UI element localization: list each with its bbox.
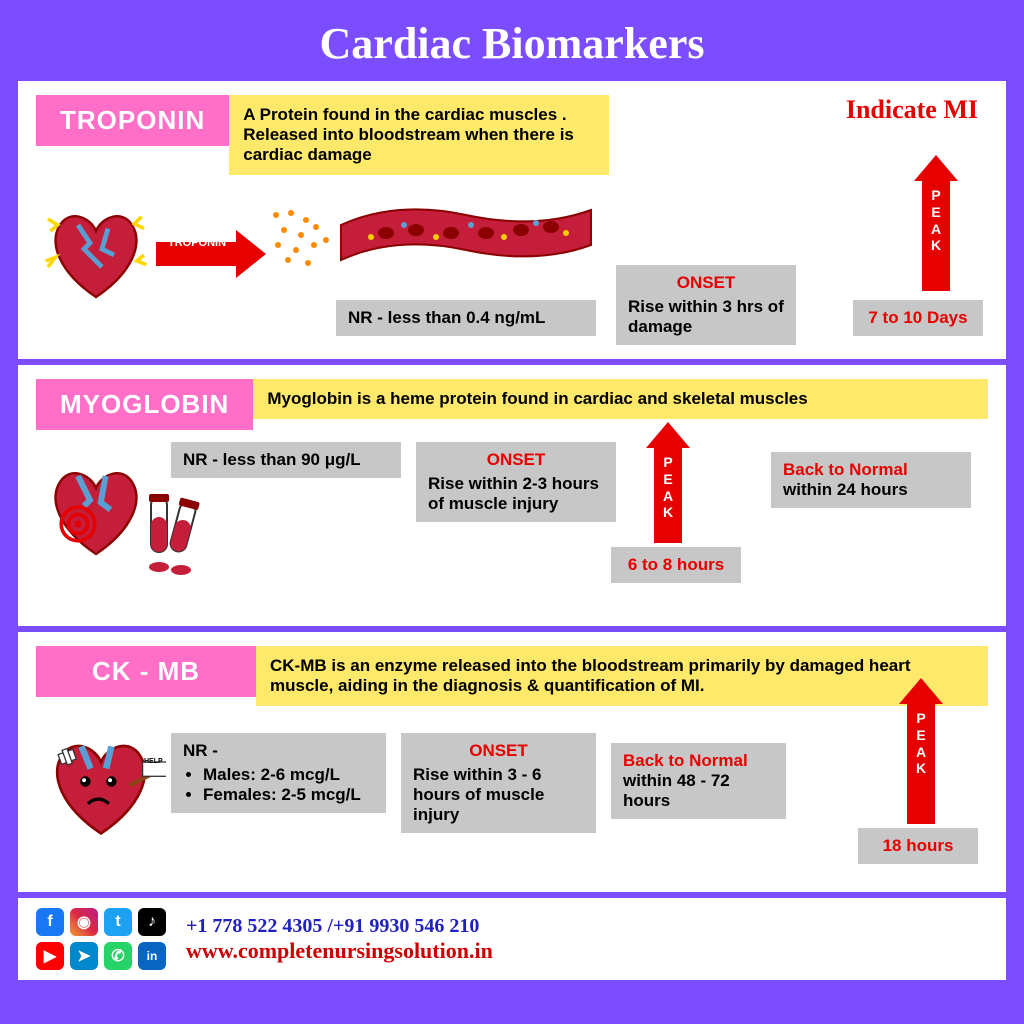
troponin-panel: TROPONIN A Protein found in the cardiac …	[18, 81, 1006, 359]
telegram-icon[interactable]: ➤	[70, 942, 98, 970]
heart-icon	[36, 452, 156, 572]
tiktok-icon[interactable]: ♪	[138, 908, 166, 936]
sad-heart-icon	[36, 723, 166, 853]
youtube-icon[interactable]: ▶	[36, 942, 64, 970]
blood-vessel-icon	[336, 195, 596, 285]
troponin-peak-box: 7 to 10 Days	[853, 300, 983, 336]
back-label: Back to Normal	[623, 751, 774, 771]
peak-letter: A	[654, 488, 682, 505]
ckmb-peak-box: 18 hours	[858, 828, 978, 864]
social-icons: f◉t♪ ▶➤✆in	[36, 908, 166, 970]
peak-letter: P	[922, 187, 950, 204]
troponin-onset: Rise within 3 hrs of damage	[628, 297, 784, 337]
troponin-label: TROPONIN	[36, 95, 229, 146]
ckmb-desc: CK-MB is an enzyme released into the blo…	[256, 646, 988, 706]
troponin-onset-box: ONSET Rise within 3 hrs of damage	[616, 265, 796, 345]
ckmb-onset-box: ONSET Rise within 3 - 6 hours of muscle …	[401, 733, 596, 833]
ckmb-nr-female: Females: 2-5 mcg/L	[203, 785, 374, 805]
ckmb-back-box: Back to Normal within 48 - 72 hours	[611, 743, 786, 819]
peak-letter: A	[907, 744, 935, 761]
peak-letter: E	[907, 727, 935, 744]
ckmb-panel: CK - MB CK-MB is an enzyme released into…	[18, 632, 1006, 892]
ckmb-peak-time: 18 hours	[883, 836, 954, 855]
peak-arrow-icon: P E A K	[646, 422, 690, 543]
back-label: Back to Normal	[783, 460, 959, 480]
facebook-icon[interactable]: f	[36, 908, 64, 936]
myoglobin-label: MYOGLOBIN	[36, 379, 253, 430]
myoglobin-desc: Myoglobin is a heme protein found in car…	[253, 379, 988, 419]
linkedin-icon[interactable]: in	[138, 942, 166, 970]
indicate-mi: Indicate MI	[846, 95, 978, 124]
test-tubes-icon	[141, 492, 211, 582]
myoglobin-peak-time: 6 to 8 hours	[628, 555, 724, 574]
help-sign: HELP	[144, 758, 163, 765]
ckmb-label: CK - MB	[36, 646, 256, 697]
onset-label: ONSET	[413, 741, 584, 761]
myoglobin-nr-box: NR - less than 90 μg/L	[171, 442, 401, 478]
myoglobin-peak-box: 6 to 8 hours	[611, 547, 741, 583]
particles-icon	[266, 205, 346, 275]
ckmb-nr-male: Males: 2-6 mcg/L	[203, 765, 374, 785]
myoglobin-onset-box: ONSET Rise within 2-3 hours of muscle in…	[416, 442, 616, 522]
troponin-nr: NR - less than 0.4 ng/mL	[348, 308, 545, 327]
ckmb-onset: Rise within 3 - 6 hours of muscle injury	[413, 765, 584, 825]
peak-letter: E	[922, 204, 950, 221]
peak-letter: A	[922, 221, 950, 238]
contact-phone: +1 778 522 4305 /+91 9930 546 210	[186, 915, 493, 938]
peak-letter: P	[654, 454, 682, 471]
onset-label: ONSET	[628, 273, 784, 293]
peak-letter: K	[922, 237, 950, 254]
troponin-peak-time: 7 to 10 Days	[868, 308, 967, 327]
ckmb-back-time: within 48 - 72 hours	[623, 771, 774, 811]
instagram-icon[interactable]: ◉	[70, 908, 98, 936]
myoglobin-nr: NR - less than 90 μg/L	[183, 450, 361, 469]
ckmb-nr-box: NR - Males: 2-6 mcg/L Females: 2-5 mcg/L	[171, 733, 386, 813]
footer: f◉t♪ ▶➤✆in +1 778 522 4305 /+91 9930 546 …	[18, 898, 1006, 980]
page-title: Cardiac Biomarkers	[18, 18, 1006, 69]
myoglobin-back-time: within 24 hours	[783, 480, 959, 500]
onset-label: ONSET	[428, 450, 604, 470]
myoglobin-onset: Rise within 2-3 hours of muscle injury	[428, 474, 604, 514]
troponin-desc: A Protein found in the cardiac muscles .…	[229, 95, 609, 175]
peak-letter: K	[654, 504, 682, 521]
peak-arrow-icon: P E A K	[914, 155, 958, 291]
heart-damaged-icon	[36, 195, 156, 315]
ckmb-nr-label: NR -	[183, 741, 374, 761]
peak-arrow-icon: P E A K	[899, 678, 943, 824]
whatsapp-icon[interactable]: ✆	[104, 942, 132, 970]
twitter-icon[interactable]: t	[104, 908, 132, 936]
peak-letter: K	[907, 760, 935, 777]
myoglobin-back-box: Back to Normal within 24 hours	[771, 452, 971, 508]
peak-letter: P	[907, 710, 935, 727]
troponin-arrow-label: TROPONIN	[168, 237, 226, 249]
peak-letter: E	[654, 471, 682, 488]
myoglobin-panel: MYOGLOBIN Myoglobin is a heme protein fo…	[18, 365, 1006, 626]
troponin-nr-box: NR - less than 0.4 ng/mL	[336, 300, 596, 336]
contact-url: www.completenursingsolution.in	[186, 938, 493, 964]
